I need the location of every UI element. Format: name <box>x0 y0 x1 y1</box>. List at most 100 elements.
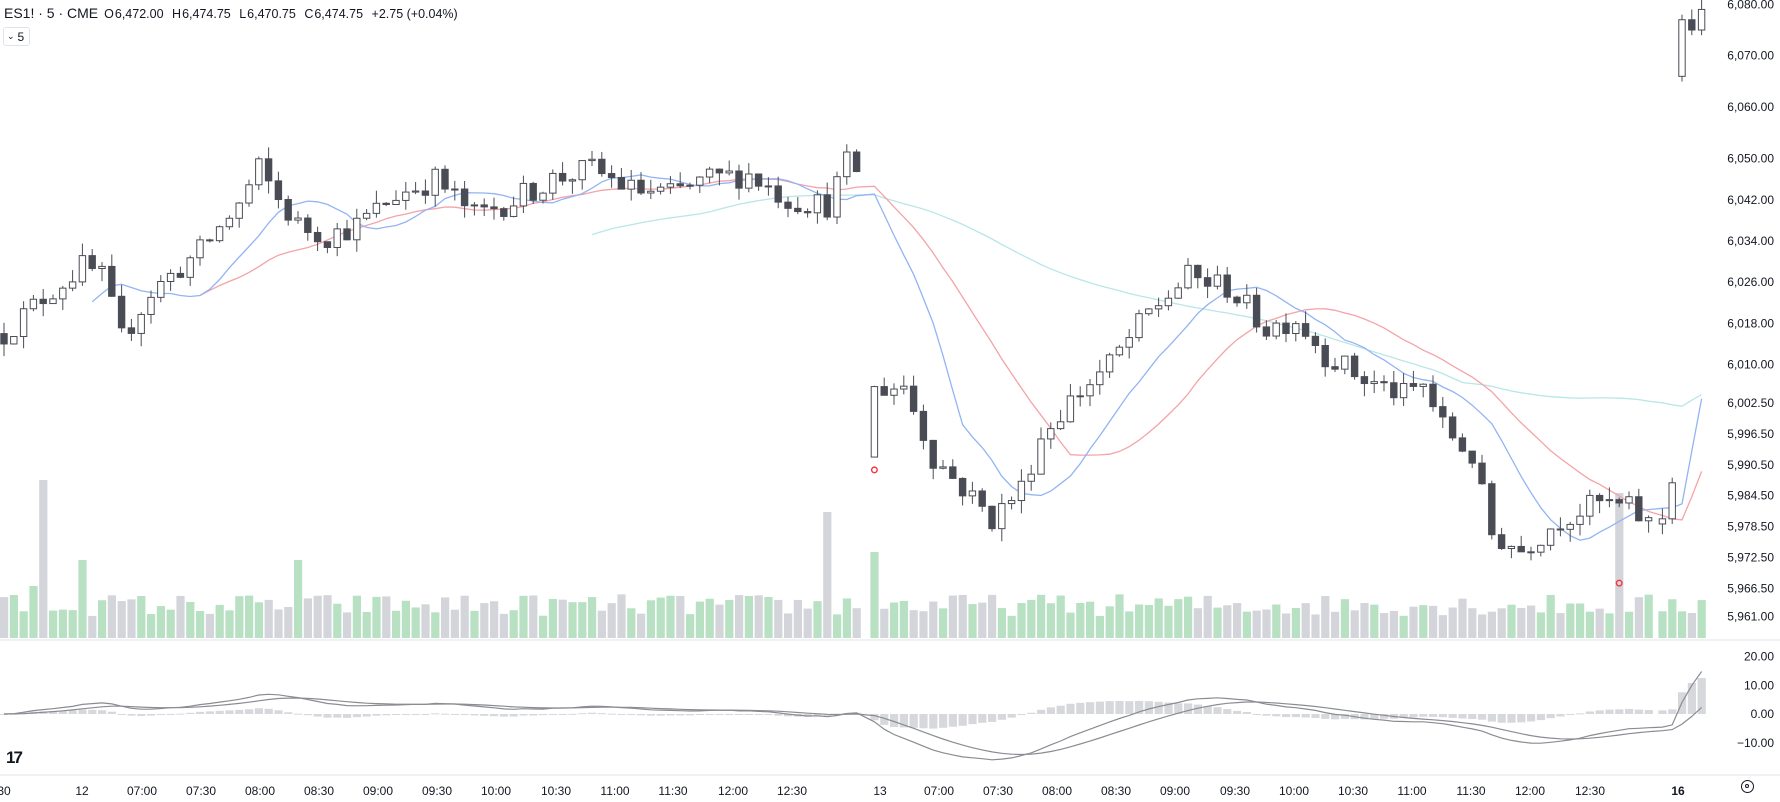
volume-bar <box>1095 615 1104 638</box>
volume-bar <box>1458 598 1467 638</box>
macd-histogram-bar <box>480 714 489 716</box>
candle-body <box>509 205 518 217</box>
candle-body <box>725 170 733 174</box>
macd-histogram-bar <box>988 714 997 722</box>
volume-bar <box>333 603 342 638</box>
macd-histogram-bar <box>509 714 518 717</box>
volume-bar <box>539 615 548 638</box>
candle-body <box>958 477 967 497</box>
volume-bar <box>1321 596 1330 638</box>
candle-body <box>754 173 763 187</box>
macd-histogram-bar <box>1066 703 1075 714</box>
candle-body <box>59 287 67 300</box>
macd-histogram-bar <box>1458 714 1467 719</box>
candle-body <box>1047 428 1055 440</box>
tradingview-logo-icon[interactable]: 17 <box>6 748 23 767</box>
volume-bar <box>235 596 244 638</box>
candle-body <box>460 188 469 207</box>
macd-histogram-bar <box>1184 703 1193 714</box>
candle-body <box>1164 297 1173 307</box>
volume-bar <box>1468 608 1477 638</box>
macd-histogram-bar <box>1115 701 1124 714</box>
macd-histogram-bar <box>890 714 899 727</box>
candle-body <box>1233 296 1241 304</box>
candle-body <box>431 168 439 196</box>
volume-bar <box>0 597 9 638</box>
macd-histogram-bar <box>744 714 753 715</box>
candle-body <box>451 188 459 191</box>
volume-bar <box>1687 613 1696 638</box>
macd-histogram-bar <box>441 713 450 715</box>
macd-histogram-bar <box>1086 702 1095 714</box>
symbol-title[interactable]: ES1! · 5 · CME <box>4 5 99 21</box>
candle-body <box>978 490 986 507</box>
volume-bar <box>431 612 440 638</box>
price-tick-label: 5,966.50 <box>1727 581 1774 595</box>
macd-histogram-bar <box>1595 710 1604 714</box>
macd-histogram-bar <box>49 711 58 714</box>
volume-bar <box>1223 605 1232 638</box>
macd-histogram-bar <box>1658 710 1667 714</box>
macd-histogram-bar <box>1605 709 1614 714</box>
candle-body <box>127 327 136 334</box>
macd-histogram-bar <box>1487 714 1496 722</box>
volume-bar <box>588 597 597 638</box>
candle-body <box>1007 500 1016 505</box>
volume-bar <box>1105 606 1114 638</box>
macd-histogram-bar <box>1615 709 1624 714</box>
volume-bar <box>284 606 293 638</box>
macd-histogram-bar <box>460 714 469 715</box>
macd-line <box>3 671 1703 761</box>
volume-bar <box>1370 604 1379 638</box>
macd-histogram-bar <box>1262 714 1271 716</box>
macd-histogram-bar <box>909 714 918 728</box>
macd-histogram-bar <box>78 709 87 714</box>
macd-histogram-bar <box>450 713 459 715</box>
candle-body <box>1576 515 1584 525</box>
price-tick-label: 5,996.50 <box>1727 427 1774 441</box>
macd-histogram-bar <box>627 714 636 715</box>
macd-histogram-bar <box>568 713 577 715</box>
time-tick-label: 12:00 <box>1515 784 1545 798</box>
candle-body <box>1272 322 1280 337</box>
candle-body <box>1566 523 1574 530</box>
volume-bar <box>529 595 538 638</box>
volume-bar <box>519 595 528 638</box>
candle-body <box>1399 383 1408 399</box>
volume-bar <box>1350 610 1359 638</box>
time-tick-label: 10:00 <box>1279 784 1309 798</box>
volume-bar <box>274 609 283 638</box>
volume-bar <box>245 595 254 638</box>
macd-histogram-bar <box>1517 714 1526 723</box>
volume-bar <box>997 608 1006 638</box>
candle-body <box>549 172 557 194</box>
volume-bar <box>1536 612 1545 638</box>
volume-bar <box>988 594 997 638</box>
volume-bar <box>1154 598 1163 638</box>
candle-body <box>529 182 537 201</box>
candle-body <box>1213 274 1222 287</box>
macd-histogram-bar <box>1448 714 1457 718</box>
indicator-collapse-button[interactable]: ⌄ 5 <box>3 27 31 46</box>
candle-body <box>29 298 38 310</box>
macd-histogram-bar <box>1311 714 1320 718</box>
volume-bar <box>968 604 977 638</box>
candle-body <box>1507 545 1516 550</box>
volume-bar <box>909 610 918 638</box>
volume-bar <box>1625 611 1634 638</box>
settings-gear-icon[interactable] <box>1741 780 1754 793</box>
candle-body <box>304 217 312 233</box>
macd-histogram-bar <box>490 714 499 717</box>
macd-histogram-bar <box>578 713 587 715</box>
macd-histogram-bar <box>1125 701 1134 714</box>
candle-body <box>880 386 888 396</box>
volume-bar <box>1360 603 1369 638</box>
macd-histogram-bar <box>725 714 734 715</box>
volume-bar <box>156 606 165 638</box>
candle-body <box>578 160 586 181</box>
candle-body <box>647 190 655 194</box>
volume-bar <box>1066 612 1075 638</box>
volume-bar <box>1517 607 1526 638</box>
candle-body <box>1017 480 1026 502</box>
